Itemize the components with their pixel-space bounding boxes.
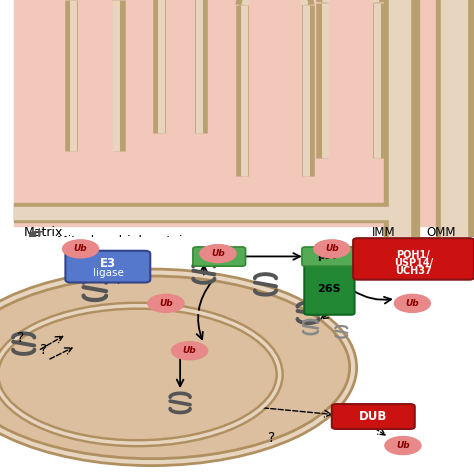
Text: Ub: Ub [396,441,410,450]
FancyBboxPatch shape [353,238,474,280]
FancyBboxPatch shape [304,264,355,315]
Circle shape [394,294,430,312]
Text: DUB: DUB [359,410,388,423]
Circle shape [200,245,236,263]
Text: Ub: Ub [405,299,419,308]
Text: Ub: Ub [325,245,339,253]
FancyBboxPatch shape [302,247,355,266]
Bar [436,0,474,239]
Text: IMM: IMM [372,226,396,239]
Circle shape [63,240,99,258]
FancyBboxPatch shape [65,251,150,283]
Text: Ub: Ub [73,245,88,253]
Text: Matrix: Matrix [24,226,63,239]
FancyBboxPatch shape [332,404,415,429]
Text: p97: p97 [317,251,339,262]
Text: ?: ? [268,431,275,445]
Text: p97: p97 [208,251,230,262]
Text: Mitochondrial proteins: Mitochondrial proteins [57,235,197,248]
Circle shape [314,240,350,258]
Bar [441,0,467,239]
Text: ( a ): ( a ) [224,257,250,270]
Text: Ub: Ub [182,346,197,355]
Text: ❡: ❡ [24,229,45,253]
Circle shape [385,437,421,455]
Text: Ub: Ub [211,249,225,258]
Circle shape [172,342,208,360]
Text: OMM: OMM [427,226,456,239]
Text: UCH37: UCH37 [395,266,432,276]
Ellipse shape [0,273,353,462]
Text: 26S: 26S [318,284,341,294]
Bar [14,5,460,226]
Bar [384,0,419,239]
Bar [14,207,393,219]
Text: USP14/: USP14/ [394,258,433,268]
Text: POH1/: POH1/ [396,250,430,260]
Text: E3: E3 [100,256,116,270]
Text: ligase: ligase [92,268,124,278]
Bar [14,203,393,222]
Text: ?: ? [40,343,47,357]
Circle shape [148,294,184,312]
Text: Ub: Ub [159,299,173,308]
Bar [389,0,410,239]
FancyBboxPatch shape [193,247,246,266]
Text: ?: ? [17,331,24,346]
